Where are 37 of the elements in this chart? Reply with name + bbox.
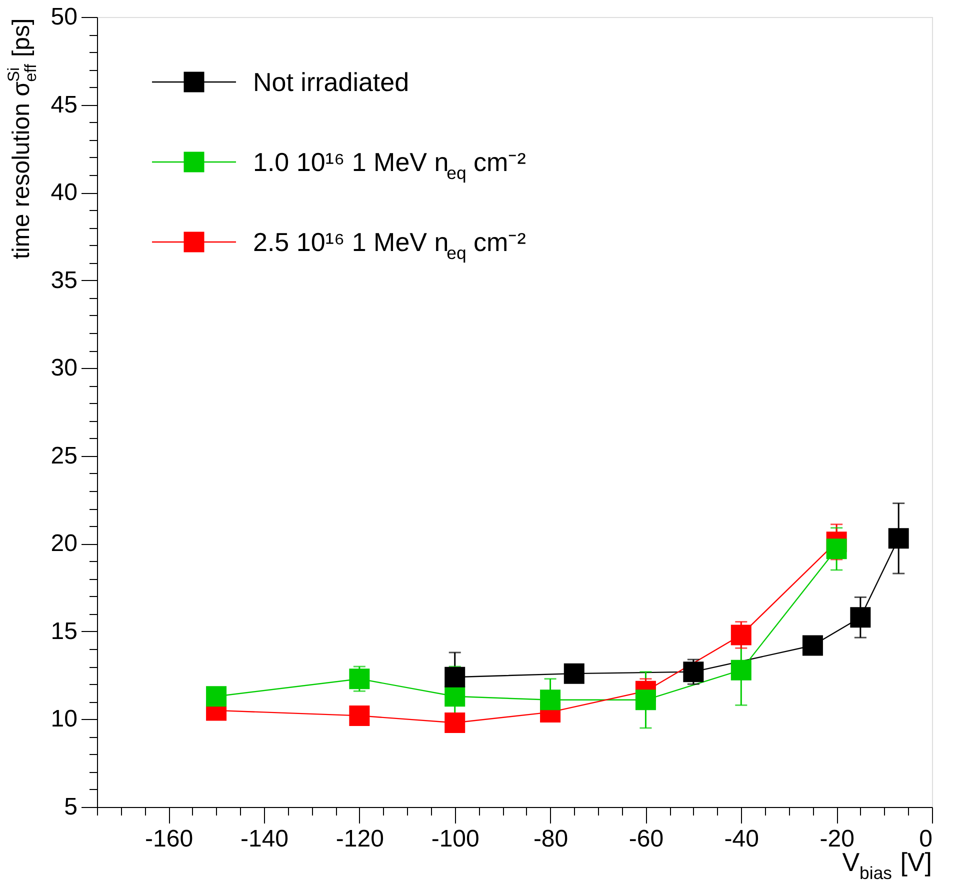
y-tick-label: 10 [50, 706, 78, 733]
x-tick-label: -80 [533, 826, 568, 852]
x-tick-label: 0 [919, 826, 932, 852]
point [540, 690, 561, 710]
x-tick-label: -160 [145, 826, 194, 852]
point [888, 528, 909, 549]
y-tick-label: 15 [50, 618, 78, 645]
y-tick-label: 50 [50, 4, 78, 30]
y-tick-label: 40 [50, 179, 78, 206]
point [206, 686, 227, 707]
point [826, 538, 847, 560]
y-axis-title: time resolution σeffSi [ps] [4, 18, 40, 260]
point [444, 666, 466, 688]
legend-label: Not irradiated [253, 67, 410, 97]
point [444, 712, 466, 733]
point [730, 624, 752, 646]
x-tick-label: -120 [336, 826, 384, 852]
y-tick-label: 30 [50, 354, 78, 382]
y-tick-label: 5 [64, 794, 78, 820]
x-tick-label: -140 [240, 826, 289, 852]
x-tick-label: -60 [628, 826, 664, 852]
x-tick-label: -40 [724, 826, 759, 852]
point [564, 663, 584, 684]
x-tick-label: -20 [820, 826, 854, 852]
point [730, 660, 752, 680]
point [444, 686, 466, 707]
y-tick-label: 35 [50, 266, 78, 294]
point [850, 607, 871, 628]
point [802, 635, 823, 656]
x-tick-label: -100 [431, 826, 480, 852]
point [683, 662, 704, 682]
point [349, 705, 370, 726]
y-tick-label: 20 [50, 530, 78, 558]
point [349, 668, 370, 690]
y-tick-label: 25 [50, 442, 78, 470]
y-tick-label: 45 [50, 91, 78, 118]
point [635, 690, 656, 710]
